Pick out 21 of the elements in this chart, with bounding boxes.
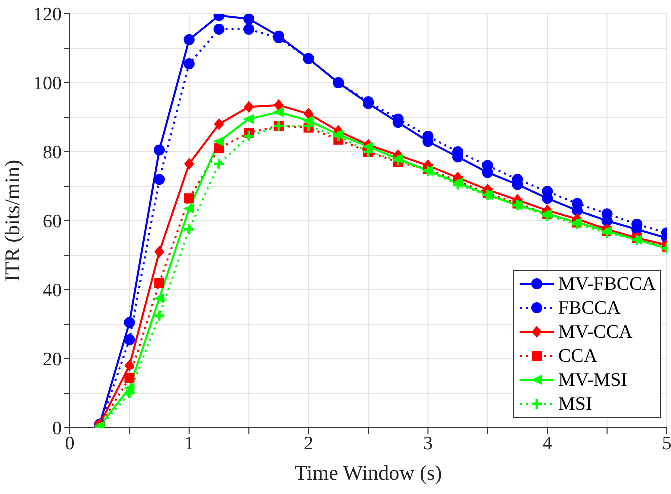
x-tick-label: 3 (423, 433, 433, 454)
y-tick-label: 0 (52, 418, 62, 440)
y-tick-label: 40 (43, 280, 62, 302)
x-tick-label: 4 (542, 433, 553, 454)
legend-label: MV-FBCCA (558, 274, 656, 294)
y-axis-title: ITR (bits/min) (0, 160, 24, 282)
y-tick-label: 100 (34, 74, 62, 95)
y-tick-label: 20 (43, 350, 62, 371)
legend-label: FBCCA (558, 298, 621, 318)
y-tick-label: 120 (34, 4, 62, 26)
x-tick-label: 2 (304, 433, 314, 454)
legend-label: CCA (558, 346, 598, 366)
y-tick-label: 60 (43, 212, 62, 233)
x-axis-title: Time Window (s) (294, 461, 442, 485)
x-tick-label: 0 (65, 433, 75, 454)
legend-label: MV-CCA (558, 322, 633, 342)
legend-label: MSI (558, 394, 592, 414)
x-tick-label: 1 (184, 433, 194, 454)
x-tick-label: 5 (662, 433, 671, 454)
y-tick-label: 80 (43, 142, 62, 164)
legend-label: MV-MSI (558, 370, 628, 390)
